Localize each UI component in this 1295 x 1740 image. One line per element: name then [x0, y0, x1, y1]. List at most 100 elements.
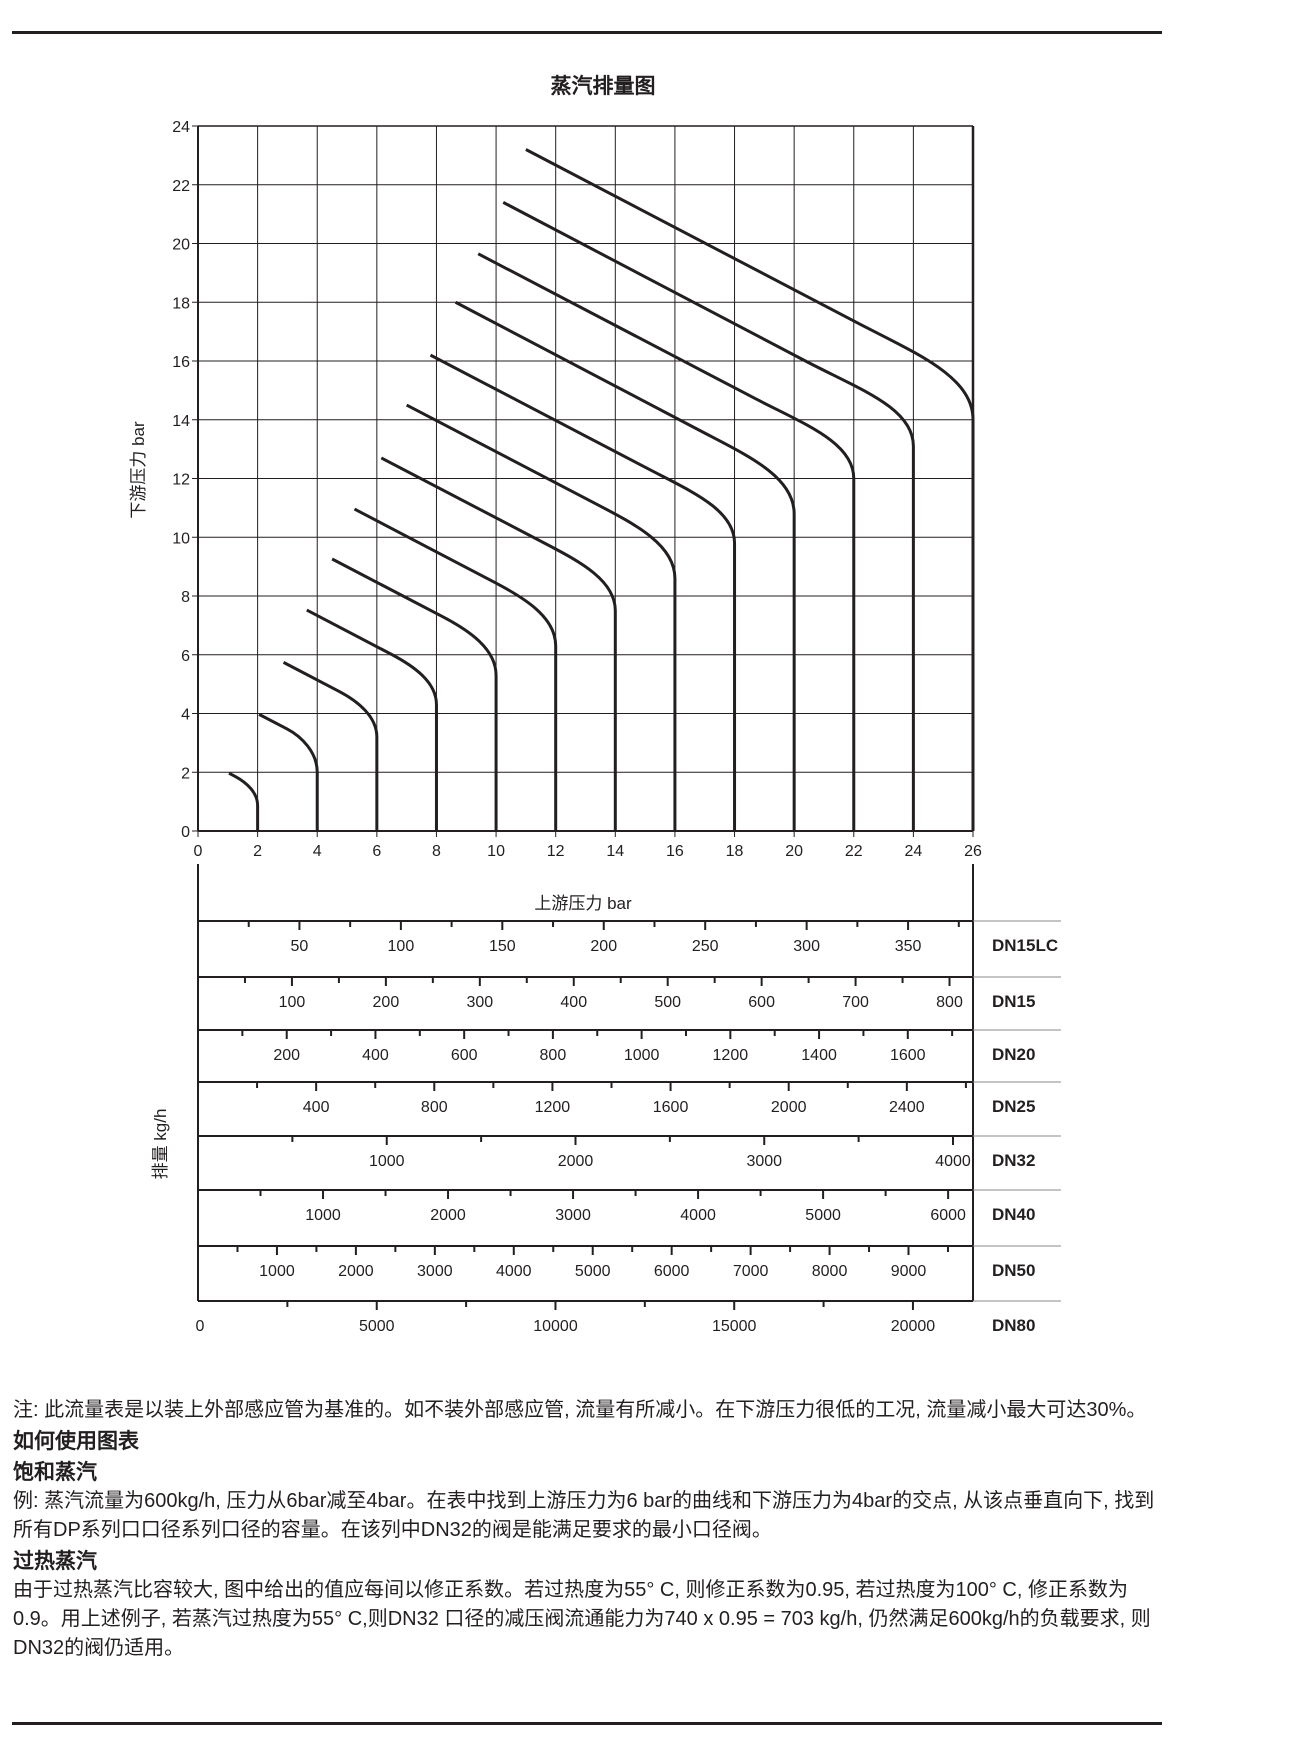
row-tick-label: 300	[466, 994, 493, 1011]
curve-upstream-18	[429, 353, 737, 831]
superheated-steam-heading: 过热蒸汽	[13, 1550, 97, 1573]
bottom-rule	[12, 1722, 1162, 1725]
row-tick-label: 2000	[430, 1207, 466, 1224]
curve-upstream-22	[477, 252, 856, 831]
y-tick-label: 10	[172, 530, 190, 547]
row-tick-label: 2000	[338, 1263, 374, 1280]
row-tick-label: 200	[373, 994, 400, 1011]
row-tick-label: 800	[421, 1099, 448, 1116]
row-tick-label: 1600	[890, 1047, 926, 1064]
row-tick-label: 1000	[305, 1207, 341, 1224]
capacity-row-dn20: 200 400 600 800 1000 1200 1400 1600 DN20	[198, 1029, 1061, 1064]
y-tick-label: 20	[172, 237, 190, 254]
curve-upstream-26	[525, 148, 975, 831]
row-tick-label: 1600	[653, 1099, 689, 1116]
row-tick-label: 3000	[555, 1207, 591, 1224]
y-tick-label: 12	[172, 472, 190, 489]
superheated-steam-text: 由于过热蒸汽比容较大, 图中给出的值应每间以修正系数。若过热度为55° C, 则…	[13, 1579, 1151, 1659]
row-tick-label: 8000	[812, 1263, 848, 1280]
curve-upstream-8	[306, 608, 438, 831]
row-tick-label: 1000	[369, 1153, 405, 1170]
row-tick-label: 20000	[891, 1318, 936, 1335]
row-tick-label: 9000	[891, 1263, 927, 1280]
y-tick-label: 4	[181, 707, 190, 724]
row-tick-label: 500	[654, 994, 681, 1011]
x-tick-label: 16	[666, 843, 684, 860]
row-tick-label: 15000	[712, 1318, 757, 1335]
row-tick-label: 600	[748, 994, 775, 1011]
capacity-row-dn80: 0 5000 10000 15000 20000 DN80	[196, 1300, 1061, 1335]
row-tick-label: 700	[842, 994, 869, 1011]
curve-upstream-12	[353, 507, 558, 831]
how-to-use-heading: 如何使用图表	[13, 1430, 139, 1453]
capacity-row-dn25: 400 800 1200 1600 2000 2400 DN25	[198, 1081, 1061, 1116]
capacity-axis-label: 排量 kg/h	[151, 1109, 170, 1180]
row-size-label: DN50	[992, 1261, 1035, 1280]
row-tick-label: 600	[451, 1047, 478, 1064]
y-tick-label: 16	[172, 354, 190, 371]
capacity-row-dn40: 1000 2000 3000 4000 5000 6000 DN40	[198, 1189, 1061, 1224]
y-tick-label: 2	[181, 765, 190, 782]
capacity-table: 50 100 150 200 250 300 350 DN15LC 100 200 300 400 50…	[196, 864, 1061, 1335]
chart-title: 蒸汽排量图	[551, 74, 656, 98]
row-tick-label: 400	[303, 1099, 330, 1116]
curve-upstream-16	[405, 403, 677, 831]
row-tick-label: 1200	[535, 1099, 571, 1116]
row-tick-label: 5000	[575, 1263, 611, 1280]
capacity-row-dn15lc: 50 100 150 200 250 300 350 DN15LC	[198, 920, 1061, 955]
curve-upstream-14	[380, 456, 617, 831]
row-size-label: DN15	[992, 992, 1035, 1011]
row-tick-label: 6000	[930, 1207, 966, 1224]
row-tick-label: 7000	[733, 1263, 769, 1280]
saturated-steam-text: 例: 蒸汽流量为600kg/h, 压力从6bar减至4bar。在表中找到上游压力…	[13, 1490, 1155, 1541]
x-tick-label: 4	[313, 843, 322, 860]
curve-upstream-20	[454, 300, 796, 831]
row-tick-label: 0	[196, 1318, 205, 1335]
curve-upstream-4	[258, 713, 319, 831]
curve-upstream-6	[282, 661, 379, 831]
row-tick-label: 4000	[496, 1263, 532, 1280]
x-tick-label: 22	[845, 843, 863, 860]
row-tick-label: 50	[291, 938, 309, 955]
top-rule	[12, 31, 1162, 34]
row-size-label: DN25	[992, 1097, 1035, 1116]
x-tick-label: 2	[253, 843, 262, 860]
row-tick-label: 300	[793, 938, 820, 955]
row-tick-label: 10000	[533, 1318, 578, 1335]
row-size-label: DN32	[992, 1151, 1035, 1170]
row-tick-label: 1200	[713, 1047, 749, 1064]
row-tick-label: 4000	[680, 1207, 716, 1224]
grid	[197, 125, 974, 832]
y-tick-label: 24	[172, 119, 190, 136]
x-tick-label: 20	[785, 843, 803, 860]
row-tick-label: 100	[279, 994, 306, 1011]
row-tick-label: 250	[692, 938, 719, 955]
row-tick-label: 5000	[805, 1207, 841, 1224]
row-size-label: DN20	[992, 1045, 1035, 1064]
x-tick-label: 14	[606, 843, 624, 860]
row-tick-label: 3000	[746, 1153, 782, 1170]
saturated-steam-heading: 饱和蒸汽	[13, 1461, 97, 1484]
curves	[228, 148, 975, 831]
x-tick-label: 26	[964, 843, 982, 860]
y-tick-label: 14	[172, 413, 190, 430]
row-tick-label: 2000	[558, 1153, 594, 1170]
y-tick-label: 22	[172, 178, 190, 195]
row-tick-label: 2400	[889, 1099, 925, 1116]
note-text: 注: 此流量表是以装上外部感应管为基准的。如不装外部感应管, 流量有所减小。在下…	[13, 1399, 1147, 1421]
y-tick-label: 0	[181, 824, 190, 841]
row-tick-label: 800	[540, 1047, 567, 1064]
row-tick-label: 2000	[771, 1099, 807, 1116]
y-axis-label: 下游压力 bar	[129, 421, 148, 519]
row-tick-label: 200	[590, 938, 617, 955]
row-tick-label: 5000	[359, 1318, 395, 1335]
x-tick-label: 24	[904, 843, 922, 860]
row-tick-label: 1000	[624, 1047, 660, 1064]
x-tick-label: 10	[487, 843, 505, 860]
capacity-row-dn15: 100 200 300 400 500 600 700 800 DN15	[198, 976, 1061, 1011]
row-tick-label: 150	[489, 938, 516, 955]
curve-upstream-2	[228, 771, 260, 831]
row-size-label: DN80	[992, 1316, 1035, 1335]
y-tick-label: 6	[181, 648, 190, 665]
